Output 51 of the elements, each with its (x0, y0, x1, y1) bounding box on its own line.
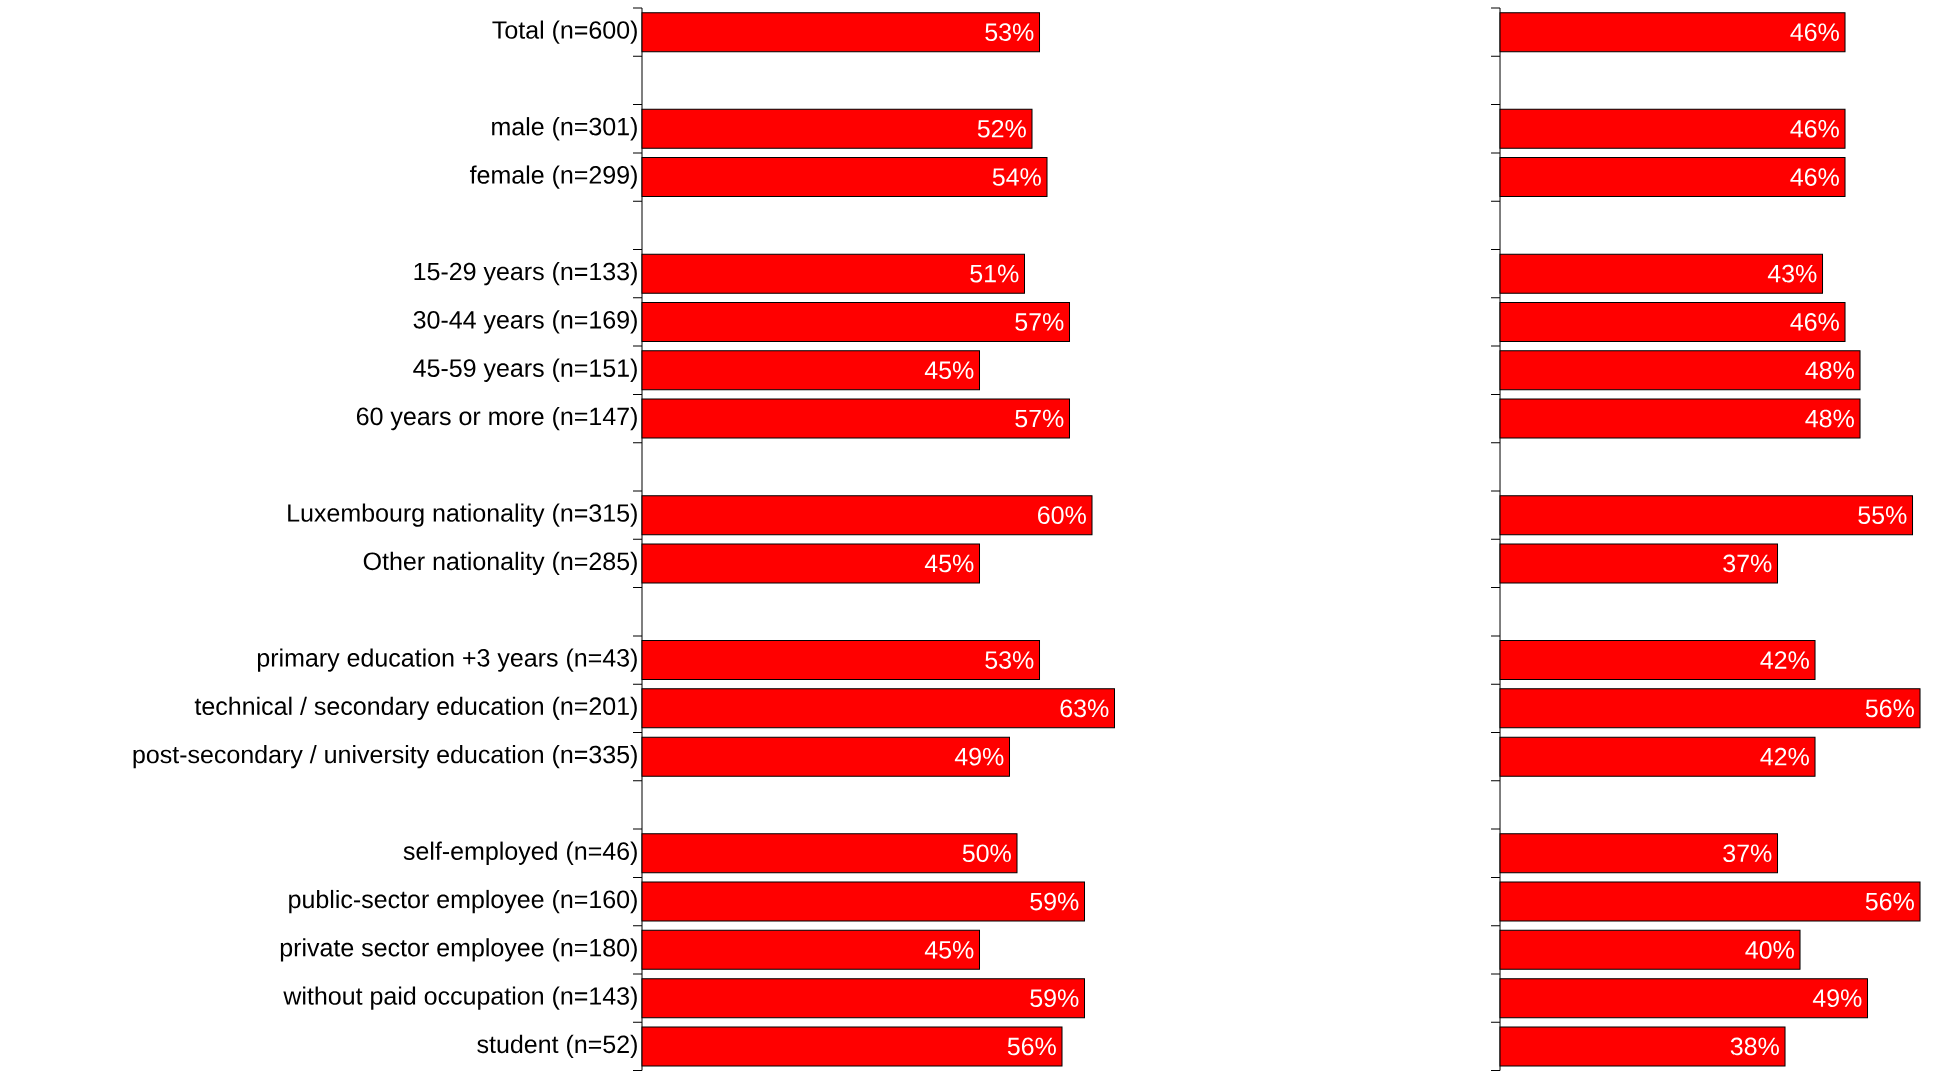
y-tick-label: Other nationality (n=285) (363, 551, 637, 576)
data-label: 48% (1805, 409, 1854, 428)
data-label: 42% (1760, 747, 1809, 766)
data-label: 49% (1812, 989, 1862, 1007)
y-tick-label: self-employed (n=46) (403, 841, 637, 865)
data-label: 46% (1790, 119, 1839, 138)
data-label: 37% (1723, 554, 1772, 573)
y-tick-label: technical / secondary education (n=201) (194, 696, 637, 720)
data-label: 60% (1038, 506, 1086, 524)
data-label: 56% (1865, 892, 1914, 911)
data-label: 59% (1030, 892, 1079, 911)
data-label: 46% (1790, 23, 1839, 42)
data-label: 57% (1015, 409, 1064, 428)
data-label: 59% (1030, 989, 1079, 1007)
y-tick-label: male (n=301) (492, 117, 637, 141)
data-label: 49% (954, 747, 1004, 766)
y-tick-label: female (n=299) (469, 165, 637, 189)
data-label: 40% (1745, 940, 1794, 959)
data-label: 56% (1865, 699, 1914, 718)
data-label: 38% (1730, 1037, 1779, 1056)
y-tick-label: Total (n=600) (492, 20, 637, 44)
data-label: 54% (992, 168, 1041, 186)
data-label: 45% (924, 361, 974, 380)
data-label: 57% (1015, 313, 1064, 331)
data-label: 50% (962, 844, 1011, 863)
y-tick-label: private sector employee (n=180) (280, 938, 637, 962)
data-label: 42% (1760, 651, 1809, 669)
data-label: 45% (924, 941, 974, 959)
data-label: 52% (977, 119, 1026, 138)
y-tick-label: primary education +3 years (n=43) (257, 648, 637, 672)
data-label: 45% (924, 554, 974, 573)
y-tick-label: 30-44 years (n=169) (413, 310, 637, 334)
y-tick-label: public-sector employee (n=160) (289, 889, 637, 914)
y-tick-label: 60 years or more (n=147) (356, 406, 637, 431)
y-tick-label: without paid occupation (n=143) (283, 986, 637, 1010)
data-label: 37% (1723, 844, 1772, 863)
y-tick-label: post-secondary / university education (n=335) (133, 744, 637, 769)
y-tick-label: student (n=52) (477, 1034, 637, 1059)
data-label: 53% (985, 23, 1034, 42)
data-label: 53% (985, 651, 1034, 669)
data-label: 56% (1007, 1037, 1056, 1056)
data-label: 63% (1060, 699, 1109, 718)
data-label: 48% (1805, 361, 1854, 380)
data-label: 43% (1767, 264, 1817, 283)
y-tick-label: Luxembourg nationality (n=315) (288, 503, 637, 527)
y-tick-label: 45-59 years (n=151) (413, 358, 637, 382)
data-label: 46% (1790, 168, 1839, 186)
data-label: 51% (970, 264, 1019, 283)
data-label: 46% (1790, 313, 1839, 331)
y-tick-label: 15-29 years (n=133) (414, 262, 637, 286)
data-label: 55% (1858, 506, 1907, 524)
